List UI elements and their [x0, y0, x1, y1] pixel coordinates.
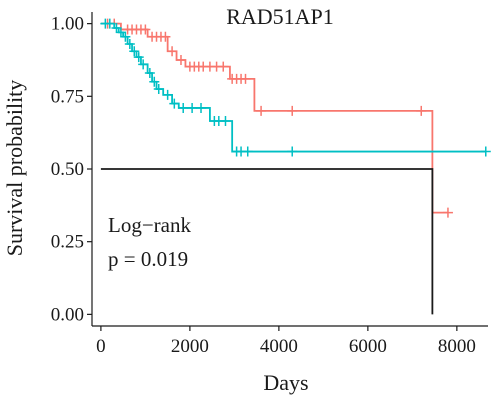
- censor-mark-series-1: [218, 61, 229, 72]
- censor-mark-series-2: [480, 146, 491, 157]
- censor-mark-series-2: [138, 59, 149, 70]
- censor-mark-series-2: [287, 146, 298, 157]
- censor-mark-series-2: [196, 102, 207, 113]
- x-tick-label: 4000: [260, 336, 298, 357]
- censor-mark-series-2: [129, 46, 140, 57]
- median-survival-line: [100, 168, 434, 315]
- y-tick-label: 0.50: [51, 159, 84, 180]
- plot-area: [100, 18, 491, 315]
- censor-mark-series-1: [167, 46, 178, 57]
- censor-mark-series-2: [162, 89, 173, 100]
- x-tick-label: 2000: [171, 336, 209, 357]
- censor-mark-series-1: [160, 31, 171, 42]
- y-tick-label: 0.25: [51, 232, 84, 253]
- chart-title: RAD51AP1: [226, 4, 334, 29]
- x-axis-label: Days: [263, 370, 308, 395]
- censor-mark-series-1: [240, 73, 251, 84]
- y-axis-label: Survival probability: [2, 80, 27, 257]
- y-tick-label: 0.00: [51, 304, 84, 325]
- logrank-label: Log−rank: [108, 213, 191, 237]
- censor-mark-series-2: [178, 102, 189, 113]
- censor-mark-series-1: [416, 105, 427, 116]
- x-tick-label: 8000: [438, 336, 476, 357]
- p-value-label: p = 0.019: [108, 247, 188, 271]
- censor-mark-series-2: [104, 18, 115, 29]
- y-tick-label: 0.75: [51, 86, 84, 107]
- censor-mark-series-2: [169, 98, 180, 109]
- x-tick-label: 6000: [349, 336, 387, 357]
- censor-mark-series-1: [140, 24, 151, 35]
- censor-mark-series-2: [111, 22, 122, 33]
- censor-mark-series-2: [133, 52, 144, 63]
- censor-mark-series-2: [149, 76, 160, 87]
- censor-mark-series-1: [287, 105, 298, 116]
- censor-mark-series-2: [115, 27, 126, 38]
- km-curve-series-1: [100, 22, 448, 214]
- censor-mark-series-2: [220, 116, 231, 127]
- censor-mark-series-2: [120, 31, 131, 42]
- y-tick-label: 1.00: [51, 14, 84, 35]
- censor-mark-series-1: [442, 207, 453, 218]
- x-tick-label: 0: [96, 336, 106, 357]
- censor-mark-series-1: [256, 105, 267, 116]
- censor-mark-series-2: [187, 102, 198, 113]
- censor-mark-series-1: [175, 54, 186, 65]
- censor-mark-series-2: [124, 38, 135, 49]
- censor-mark-series-2: [242, 146, 253, 157]
- censor-mark-series-2: [144, 68, 155, 79]
- censor-mark-series-2: [153, 84, 164, 95]
